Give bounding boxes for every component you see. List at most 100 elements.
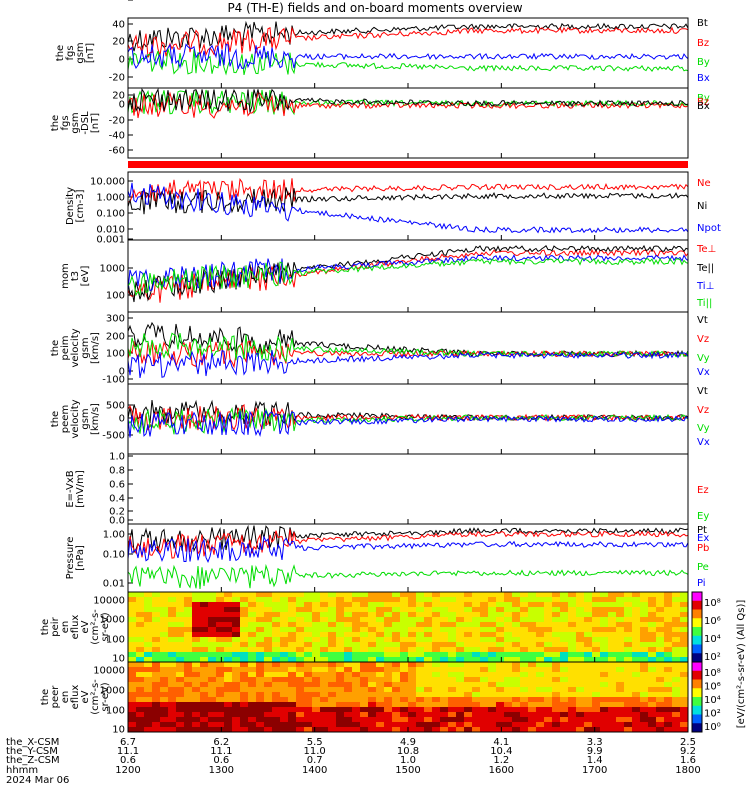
heat-cell (432, 602, 441, 608)
heat-cell (664, 682, 673, 688)
heat-cell (416, 632, 425, 638)
heat-cell (472, 712, 481, 718)
heat-cell (128, 602, 137, 608)
heat-cell (448, 602, 457, 608)
heat-cell (128, 592, 137, 598)
heat-cell (656, 662, 665, 668)
heat-cell (136, 617, 145, 623)
heat-cell (576, 592, 585, 598)
heat-cell (480, 697, 489, 703)
heat-cell (424, 632, 433, 638)
heat-cell (288, 682, 297, 688)
heat-cell (536, 627, 545, 633)
heat-cell (536, 637, 545, 643)
heat-cell (384, 637, 393, 643)
colorbar-seg (692, 662, 702, 672)
heat-cell (512, 717, 521, 723)
heat-cell (400, 617, 409, 623)
heat-cell (664, 667, 673, 673)
heat-cell (208, 647, 217, 653)
heat-cell (240, 607, 249, 613)
heat-cell (336, 612, 345, 618)
heat-cell (488, 627, 497, 633)
heat-cell (336, 597, 345, 603)
heat-cell (248, 667, 257, 673)
heat-cell (232, 657, 241, 663)
heat-cell (656, 597, 665, 603)
heat-cell (576, 687, 585, 693)
heat-cell (248, 592, 257, 598)
heat-cell (608, 672, 617, 678)
heat-cell (576, 667, 585, 673)
heat-cell (392, 622, 401, 628)
heat-cell (256, 602, 265, 608)
heat-cell (304, 682, 313, 688)
heat-cell (496, 592, 505, 598)
heat-cell (416, 707, 425, 713)
heat-cell (632, 702, 641, 708)
heat-cell (152, 597, 161, 603)
heat-cell (224, 672, 233, 678)
series-pressure-Pi (128, 535, 688, 563)
heat-cell (184, 602, 193, 608)
heat-cell (320, 652, 329, 658)
heat-cell (440, 652, 449, 658)
heat-cell (600, 642, 609, 648)
heat-cell (680, 677, 689, 683)
heat-cell (504, 652, 513, 658)
heat-cell (456, 687, 465, 693)
heat-cell (328, 692, 337, 698)
heat-cell (280, 642, 289, 648)
heat-cell (200, 592, 209, 598)
heat-cell (488, 662, 497, 668)
heat-cell (224, 662, 233, 668)
xaxis-value: 10.4 (490, 746, 512, 757)
heat-cell (488, 657, 497, 663)
heat-cell (456, 667, 465, 673)
heat-cell (168, 712, 177, 718)
heat-cell (536, 692, 545, 698)
heat-cell (344, 662, 353, 668)
heat-cell (352, 697, 361, 703)
heat-cell (352, 707, 361, 713)
heat-cell (344, 602, 353, 608)
heat-cell (208, 677, 217, 683)
heat-cell (520, 642, 529, 648)
heat-cell (288, 627, 297, 633)
heat-cell (344, 707, 353, 713)
heat-cell (176, 667, 185, 673)
heat-cell (480, 662, 489, 668)
heat-cell (360, 662, 369, 668)
heat-cell (240, 727, 249, 733)
heat-cell (504, 657, 513, 663)
ylabel-peir: peir (50, 616, 61, 636)
heat-cell (376, 592, 385, 598)
heat-cell (424, 627, 433, 633)
heat-cell (400, 692, 409, 698)
legend-fgs: By (697, 57, 710, 68)
xaxis-value: 6.7 (120, 737, 136, 748)
heat-cell (352, 652, 361, 658)
heat-cell (224, 682, 233, 688)
heat-cell (264, 627, 273, 633)
heat-cell (520, 622, 529, 628)
heat-cell (272, 722, 281, 728)
heat-cell (128, 702, 137, 708)
heat-cell (352, 617, 361, 623)
heat-cell (192, 627, 201, 633)
heat-cell (280, 632, 289, 638)
heat-cell (536, 642, 545, 648)
heat-cell (632, 642, 641, 648)
heat-cell (296, 592, 305, 598)
heat-cell (448, 657, 457, 663)
heat-cell (584, 667, 593, 673)
heat-cell (592, 627, 601, 633)
heat-cell (280, 607, 289, 613)
heat-cell (528, 672, 537, 678)
heat-cell (464, 697, 473, 703)
heat-cell (680, 657, 689, 663)
heat-cell (312, 617, 321, 623)
heat-cell (336, 652, 345, 658)
heat-cell (256, 612, 265, 618)
